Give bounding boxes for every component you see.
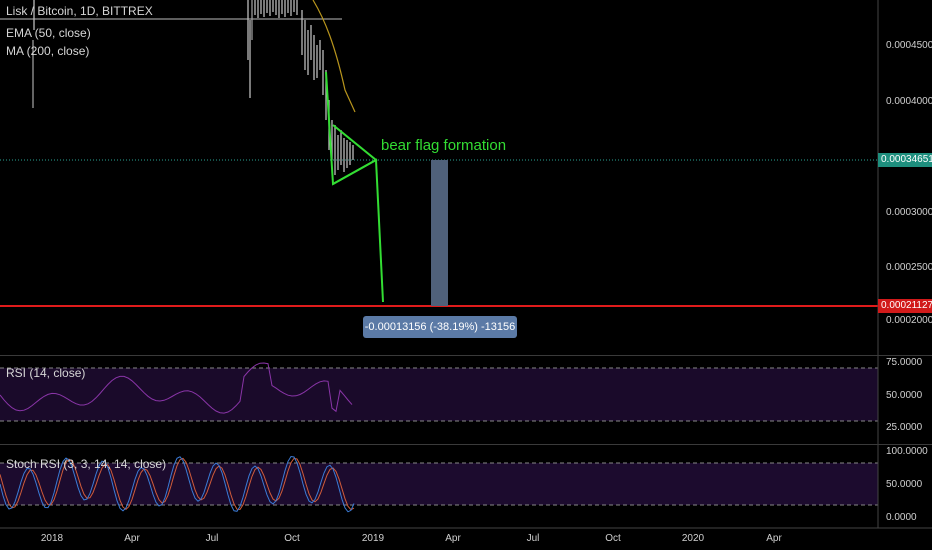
- stoch-tick: 50.0000: [886, 479, 923, 490]
- measure-tooltip: -0.00013156 (-38.19%) -13156: [363, 316, 517, 338]
- time-tick: 2020: [681, 533, 705, 544]
- bear-flag-triangle[interactable]: [332, 124, 378, 185]
- time-tick: Apr: [124, 533, 140, 544]
- bear-flag-label[interactable]: bear flag formation: [381, 137, 507, 154]
- rsi-band: [0, 368, 878, 421]
- ma-legend[interactable]: MA (200, close): [6, 44, 90, 58]
- bear-flag-projection[interactable]: [325, 71, 384, 303]
- time-tick: Jul: [526, 533, 540, 544]
- current-price-tag: 0.00034651: [878, 153, 932, 167]
- ema-line: [312, 0, 356, 113]
- target-price-tag: 0.00021127: [878, 299, 932, 313]
- symbol-title[interactable]: Lisk / Bitcoin, 1D, BITTREX: [6, 4, 153, 18]
- time-tick: Oct: [284, 533, 300, 544]
- time-tick: Jul: [205, 533, 219, 544]
- rsi-line: [0, 362, 353, 414]
- time-tick: 2019: [361, 533, 385, 544]
- time-tick: Apr: [445, 533, 461, 544]
- pane-separator-rsi[interactable]: [0, 355, 932, 356]
- rsi-tick: 75.0000: [886, 357, 923, 368]
- stoch-tick: 100.0000: [886, 446, 928, 457]
- time-tick: Apr: [766, 533, 782, 544]
- time-tick: Oct: [605, 533, 621, 544]
- time-tick: 2018: [40, 533, 64, 544]
- pane-separator-stoch[interactable]: [0, 444, 932, 445]
- stoch-title[interactable]: Stoch RSI (3, 3, 14, 14, close): [6, 457, 167, 471]
- stoch-tick: 0.0000: [886, 512, 917, 523]
- rsi-tick: 50.0000: [886, 390, 923, 401]
- rsi-tick: 25.0000: [886, 422, 923, 433]
- ema-legend[interactable]: EMA (50, close): [6, 26, 91, 40]
- price-range-bar[interactable]: [431, 160, 448, 306]
- stoch-k-line: [0, 455, 355, 513]
- rsi-title[interactable]: RSI (14, close): [6, 366, 86, 380]
